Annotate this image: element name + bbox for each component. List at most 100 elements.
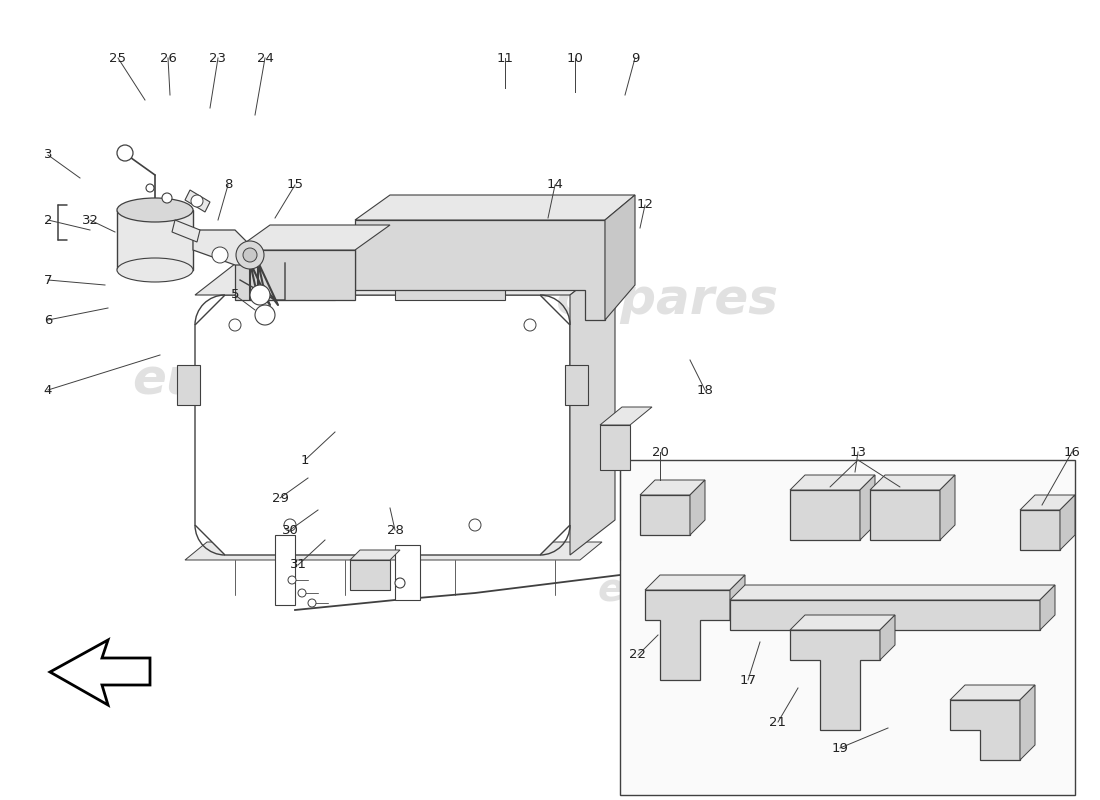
Polygon shape [395, 250, 520, 265]
Ellipse shape [117, 258, 192, 282]
Text: 17: 17 [739, 674, 757, 686]
Polygon shape [195, 295, 570, 555]
Polygon shape [1020, 685, 1035, 760]
Ellipse shape [243, 248, 257, 262]
Ellipse shape [407, 265, 483, 289]
Polygon shape [690, 480, 705, 535]
Polygon shape [940, 475, 955, 540]
Text: 32: 32 [81, 214, 99, 226]
Polygon shape [645, 575, 745, 590]
Text: 15: 15 [286, 178, 304, 191]
Polygon shape [790, 615, 895, 630]
Text: 31: 31 [289, 558, 307, 571]
Text: 5: 5 [231, 289, 240, 302]
Text: 2: 2 [44, 214, 53, 226]
Ellipse shape [298, 589, 306, 597]
Text: 23: 23 [209, 51, 227, 65]
Text: 1: 1 [300, 454, 309, 466]
Polygon shape [600, 425, 630, 470]
Polygon shape [950, 685, 1035, 700]
Polygon shape [860, 475, 875, 540]
Polygon shape [570, 260, 615, 555]
Text: 8: 8 [223, 178, 232, 191]
Polygon shape [1020, 510, 1060, 550]
Text: 22: 22 [629, 649, 647, 662]
Text: eurospares: eurospares [597, 571, 843, 609]
Polygon shape [1040, 585, 1055, 630]
Ellipse shape [301, 269, 349, 285]
Ellipse shape [469, 519, 481, 531]
Polygon shape [172, 220, 200, 242]
Polygon shape [640, 495, 690, 535]
Polygon shape [355, 195, 635, 220]
Ellipse shape [250, 285, 270, 305]
Ellipse shape [212, 247, 228, 263]
Ellipse shape [236, 241, 264, 269]
Ellipse shape [255, 305, 275, 325]
Polygon shape [730, 600, 1040, 630]
Text: 16: 16 [1064, 446, 1080, 458]
Text: 9: 9 [630, 51, 639, 65]
Ellipse shape [162, 193, 172, 203]
Polygon shape [117, 210, 192, 270]
Polygon shape [565, 365, 588, 405]
Polygon shape [185, 190, 210, 212]
Text: 29: 29 [272, 491, 288, 505]
Text: 14: 14 [547, 178, 563, 191]
Polygon shape [250, 265, 336, 300]
Polygon shape [730, 585, 1055, 600]
Ellipse shape [524, 319, 536, 331]
Ellipse shape [421, 269, 469, 285]
Ellipse shape [229, 319, 241, 331]
Ellipse shape [117, 198, 192, 222]
Polygon shape [195, 260, 615, 295]
Text: 10: 10 [566, 51, 583, 65]
Polygon shape [600, 407, 652, 425]
Ellipse shape [191, 195, 204, 207]
Polygon shape [640, 480, 705, 495]
Text: 30: 30 [282, 523, 298, 537]
Ellipse shape [146, 184, 154, 192]
Polygon shape [870, 475, 955, 490]
Text: 21: 21 [770, 715, 786, 729]
Polygon shape [730, 575, 745, 620]
Ellipse shape [395, 578, 405, 588]
Text: 26: 26 [160, 51, 176, 65]
Polygon shape [350, 560, 390, 590]
Text: 6: 6 [44, 314, 52, 326]
Text: 24: 24 [256, 51, 274, 65]
Polygon shape [1060, 495, 1075, 550]
Ellipse shape [308, 599, 316, 607]
Polygon shape [395, 265, 505, 300]
Polygon shape [185, 542, 602, 560]
Ellipse shape [288, 576, 296, 584]
Ellipse shape [284, 519, 296, 531]
Polygon shape [355, 220, 605, 320]
Polygon shape [235, 225, 390, 250]
Polygon shape [350, 550, 400, 560]
Polygon shape [192, 230, 250, 265]
Text: 3: 3 [44, 149, 53, 162]
Polygon shape [790, 475, 874, 490]
Text: eurospares: eurospares [462, 276, 778, 324]
Polygon shape [275, 535, 295, 605]
Polygon shape [950, 700, 1020, 760]
Polygon shape [870, 490, 940, 540]
Text: 28: 28 [386, 523, 404, 537]
Text: 13: 13 [849, 446, 867, 458]
Polygon shape [605, 195, 635, 320]
Text: 11: 11 [496, 51, 514, 65]
Polygon shape [177, 365, 200, 405]
Text: 7: 7 [44, 274, 53, 286]
Text: 18: 18 [696, 383, 714, 397]
Text: 20: 20 [651, 446, 669, 458]
Text: 4: 4 [44, 383, 52, 397]
Polygon shape [235, 250, 355, 300]
Text: 25: 25 [110, 51, 126, 65]
Text: 19: 19 [832, 742, 848, 754]
Polygon shape [250, 250, 350, 265]
Polygon shape [790, 630, 880, 730]
Polygon shape [1020, 495, 1075, 510]
Text: eurospares: eurospares [132, 356, 448, 404]
Text: 12: 12 [637, 198, 653, 211]
